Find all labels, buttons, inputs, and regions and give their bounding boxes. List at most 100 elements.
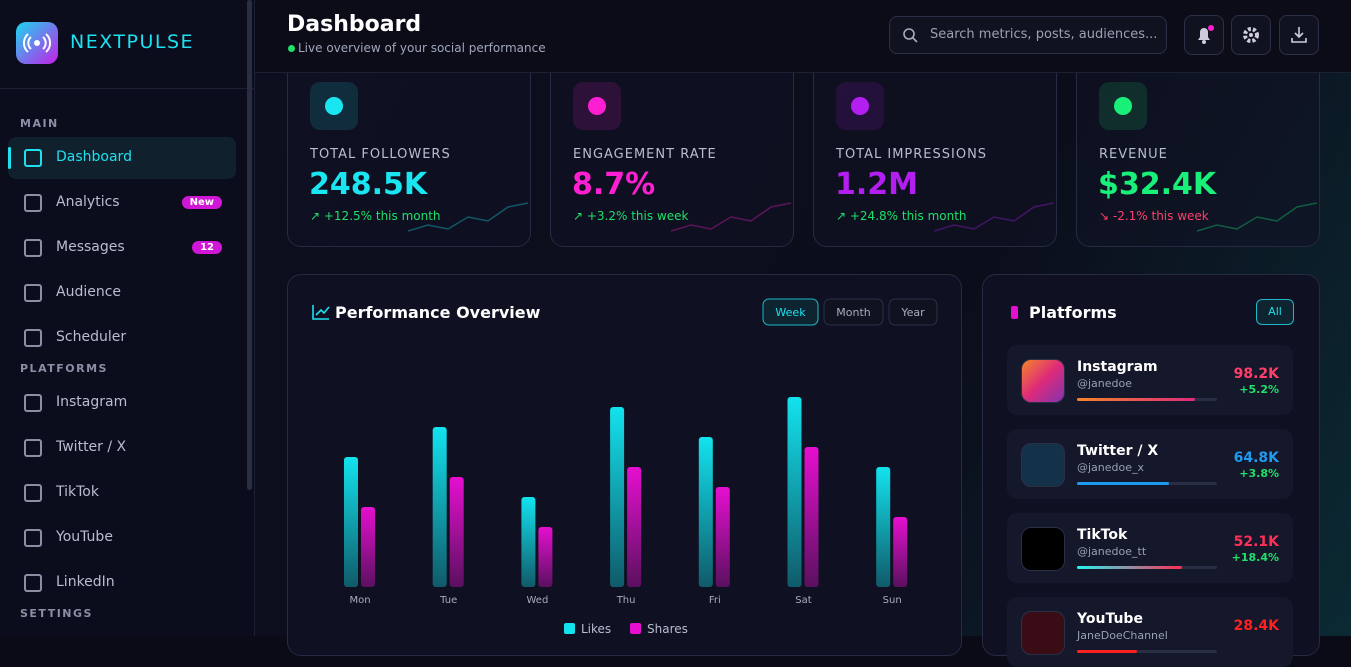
platform-name: TikTok — [1077, 527, 1128, 543]
scrollbar[interactable] — [247, 0, 252, 490]
bar — [610, 407, 625, 587]
sparkline — [671, 202, 791, 232]
platform-value: 98.2K — [1233, 366, 1279, 382]
legend-label: Shares — [647, 622, 688, 636]
nav-icon — [24, 394, 42, 412]
nav-icon — [24, 329, 42, 347]
bar — [432, 427, 447, 587]
section-title: PLATFORMS — [20, 362, 108, 375]
chart-title: Performance Overview — [335, 303, 541, 322]
section-title: MAIN — [20, 117, 59, 130]
platforms-title: Platforms — [1029, 303, 1117, 322]
stat-icon-dot — [325, 97, 343, 115]
nav-item[interactable]: TikTok — [8, 472, 236, 514]
platform-card[interactable]: TikTok @janedoe_tt 52.1K +18.4% — [1007, 513, 1293, 583]
platform-icon — [1021, 527, 1065, 571]
progress-fill — [1077, 566, 1182, 569]
platform-change: +3.8% — [1239, 467, 1279, 480]
notifications-button[interactable] — [1184, 15, 1224, 55]
nav-item[interactable]: Audience — [8, 272, 236, 314]
divider — [0, 88, 254, 89]
nav-badge: 12 — [192, 241, 222, 254]
nav-item[interactable]: YouTube — [8, 517, 236, 559]
stat-icon-dot — [588, 97, 606, 115]
nav-label: TikTok — [56, 484, 99, 500]
stat-change: ↗ +24.8% this month — [836, 209, 967, 223]
tab-label: Year — [900, 306, 925, 319]
tab-bg — [888, 298, 938, 326]
platform-handle: @janedoe_tt — [1077, 545, 1147, 558]
nav-item[interactable]: Twitter / X — [8, 427, 236, 469]
x-tick-label: Wed — [526, 595, 548, 606]
platform-handle: @janedoe_x — [1077, 461, 1145, 474]
platform-icon — [1021, 443, 1065, 487]
platform-value: 28.4K — [1233, 618, 1279, 634]
platforms-panel: Platforms All Instagram @janedoe 98.2K +5.2% T… — [982, 274, 1320, 667]
nav-item[interactable]: Scheduler — [8, 317, 236, 359]
bar — [449, 477, 464, 587]
nav-label: Messages — [56, 239, 125, 255]
tab-label: Month — [836, 306, 871, 319]
nav-item[interactable]: Messages 12 — [8, 227, 236, 269]
platform-handle: @janedoe — [1077, 377, 1133, 390]
nav-label: Dashboard — [56, 149, 132, 165]
stat-change: ↗ +12.5% this month — [310, 209, 441, 223]
stat-icon-dot — [851, 97, 869, 115]
nav-badge: New — [181, 196, 222, 209]
search-icon — [903, 28, 918, 43]
stat-label: ENGAGEMENT RATE — [573, 147, 717, 162]
platform-card[interactable]: Twitter / X @janedoe_x 64.8K +3.8% — [1007, 429, 1293, 499]
settings-button[interactable] — [1231, 15, 1271, 55]
filter-button[interactable]: All — [1256, 299, 1294, 325]
stat-card: TOTAL FOLLOWERS 248.5K ↗ +12.5% this month — [287, 50, 531, 247]
bar — [715, 487, 730, 587]
active-indicator — [8, 147, 11, 169]
nav-icon — [24, 484, 42, 502]
sparkline — [934, 202, 1054, 232]
nav-item[interactable]: Analytics New — [8, 182, 236, 224]
legend-label: Likes — [581, 622, 611, 636]
chart-panel: Performance Overview Week Month Year Mon Tue W… — [287, 274, 962, 656]
platform-card[interactable]: Instagram @janedoe 98.2K +5.2% — [1007, 345, 1293, 415]
tab[interactable]: Month — [823, 298, 884, 326]
tab[interactable]: Week — [762, 298, 819, 326]
nav-icon — [24, 239, 42, 257]
nav-item[interactable]: Instagram — [8, 382, 236, 424]
tab[interactable]: Year — [888, 298, 938, 326]
sidebar: NEXTPULSE MAIN Dashboard Analytics New Messa… — [0, 0, 255, 636]
logo[interactable] — [16, 22, 58, 64]
stat-label: TOTAL IMPRESSIONS — [836, 147, 988, 162]
platform-card[interactable]: YouTube JaneDoeChannel 28.4K — [1007, 597, 1293, 667]
download-button[interactable] — [1279, 15, 1319, 55]
x-tick-label: Sun — [883, 595, 902, 606]
stat-value: 248.5K — [309, 167, 428, 202]
nav-label: Analytics — [56, 194, 120, 210]
platform-change: +5.2% — [1239, 383, 1279, 396]
platform-name: YouTube — [1077, 611, 1143, 627]
bar — [804, 447, 819, 587]
platform-name: Twitter / X — [1077, 443, 1159, 459]
bar — [521, 497, 536, 587]
nav-item[interactable]: LinkedIn — [8, 562, 236, 604]
progress-fill — [1077, 650, 1137, 653]
nav-label: LinkedIn — [56, 574, 115, 590]
nav-icon — [24, 439, 42, 457]
tab-label: Week — [775, 306, 806, 319]
bar — [698, 437, 713, 587]
platforms-icon — [1011, 306, 1018, 319]
bar — [361, 507, 375, 587]
section-title: SETTINGS — [20, 607, 93, 620]
progress-fill — [1077, 482, 1169, 485]
nav-icon — [24, 284, 42, 302]
tab-bg — [762, 298, 819, 326]
bar — [787, 397, 802, 587]
stat-value: 8.7% — [572, 167, 656, 202]
x-tick-label: Mon — [349, 595, 370, 606]
nav-item[interactable]: Dashboard — [8, 137, 236, 179]
nav-label: Instagram — [56, 394, 128, 410]
search-box[interactable]: Search metrics, posts, audiences... — [889, 16, 1167, 54]
platform-icon — [1021, 611, 1065, 655]
platform-change: +18.4% — [1231, 551, 1279, 564]
stat-value: $32.4K — [1098, 167, 1217, 202]
logo-icon — [22, 33, 52, 53]
